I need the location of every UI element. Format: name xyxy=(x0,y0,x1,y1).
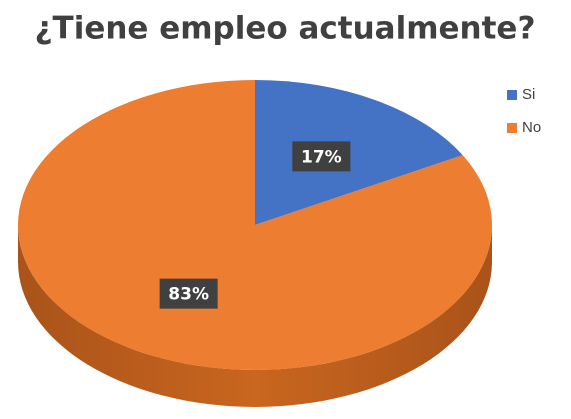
slices xyxy=(17,80,493,371)
data-label: 17% xyxy=(301,147,342,167)
pie-side xyxy=(18,225,492,407)
legend-swatch xyxy=(507,123,517,133)
data-label-box xyxy=(159,278,218,309)
legend-swatch xyxy=(507,90,517,100)
data-label-box xyxy=(292,141,351,172)
pie-slice xyxy=(255,80,463,225)
chart-title: ¿Tiene empleo actualmente? xyxy=(35,11,536,47)
data-label: 83% xyxy=(168,285,209,305)
legend: Si No xyxy=(507,86,541,136)
legend-label: Si xyxy=(522,86,535,103)
pie-slice xyxy=(17,80,493,371)
legend-label: No xyxy=(522,119,541,136)
data-labels: 17% 83% xyxy=(159,141,351,309)
